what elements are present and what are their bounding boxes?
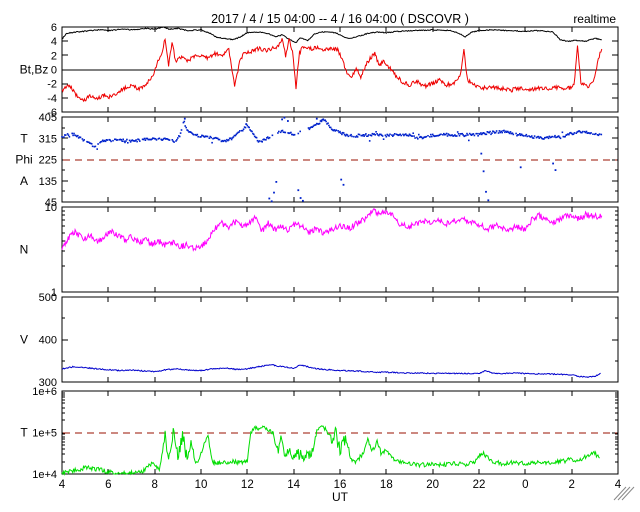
y-tick-label: 225 [39,155,57,167]
x-tick-label: 8 [151,479,157,491]
x-tick-label: 4 [59,479,66,491]
plot-panels: 6420-2-4-6Bt,Bz40531522513545TPhiA101N50… [15,22,621,491]
panel-ylabel: N [20,243,29,257]
series-Bt [61,26,602,44]
y-tick-label: 10 [45,202,57,214]
y-tick-label: 400 [39,335,57,347]
y-tick-label: -6 [47,107,57,119]
panel-ylabel: T [20,426,28,440]
panel-ylabel: Bt,Bz [20,63,49,77]
y-tick-label: 135 [39,176,57,188]
x-tick-label: 18 [380,479,393,491]
y-tick-label: -2 [47,79,57,91]
hatch-icon [613,486,635,501]
y-tick-label: 45 [45,197,57,209]
x-tick-label: 22 [473,479,486,491]
y-tick-label: 6 [51,22,57,34]
series-Bz [61,37,603,103]
y-tick-label: 315 [39,133,57,145]
series-T [61,425,600,476]
x-tick-label: 10 [195,479,208,491]
x-tick-label: 12 [241,479,254,491]
y-tick-label: 4 [51,36,57,48]
panel-ylabel: A [20,174,28,188]
panel-ylabel: T [20,131,28,145]
y-tick-label: 405 [39,112,57,124]
y-tick-label: 1e+6 [32,386,57,398]
ut-axis-label: UT [332,490,349,504]
y-tick-label: 300 [39,377,57,389]
panel-ylabel: Phi [15,153,32,167]
panel-t: 1e+6 1e+5 1e+4 T 4 6 8 10 12 14 16 18 20 22 0 2 4 [20,386,621,491]
panel-phi: 405 315 225 135 45 T Phi A [15,112,619,209]
x-tick-label: 0 [522,479,528,491]
y-tick-label: 500 [39,292,57,304]
series-Phi [61,116,603,203]
x-tick-label: 4 [615,479,622,491]
x-tick-label: 2 [568,479,574,491]
x-tick-label: 16 [334,479,347,491]
y-tick-label: 0 [51,65,57,77]
y-tick-label: 1 [51,287,57,299]
y-tick-label: -4 [47,93,57,105]
panel-bt-bz: 6 4 2 0 -2 -4 -6 Bt,Bz [20,22,619,119]
panel-v: 500 400 300 V [20,292,619,389]
panel-ylabel: V [20,333,28,347]
x-tick-label: 20 [426,479,439,491]
y-tick-label: 1e+5 [32,428,57,440]
realtime-label: realtime [573,12,616,26]
plot-title: 2017 / 4 / 15 04:00 -- 4 / 16 04:00 ( DS… [211,12,469,26]
x-tick-label: 14 [287,479,300,491]
y-tick-label: 1e+4 [32,469,57,481]
series-N [61,207,603,252]
series-V [61,363,601,378]
x-tick-label: 6 [105,479,111,491]
y-tick-label: 2 [51,50,57,62]
panel-n: 10 1 N [20,202,619,299]
